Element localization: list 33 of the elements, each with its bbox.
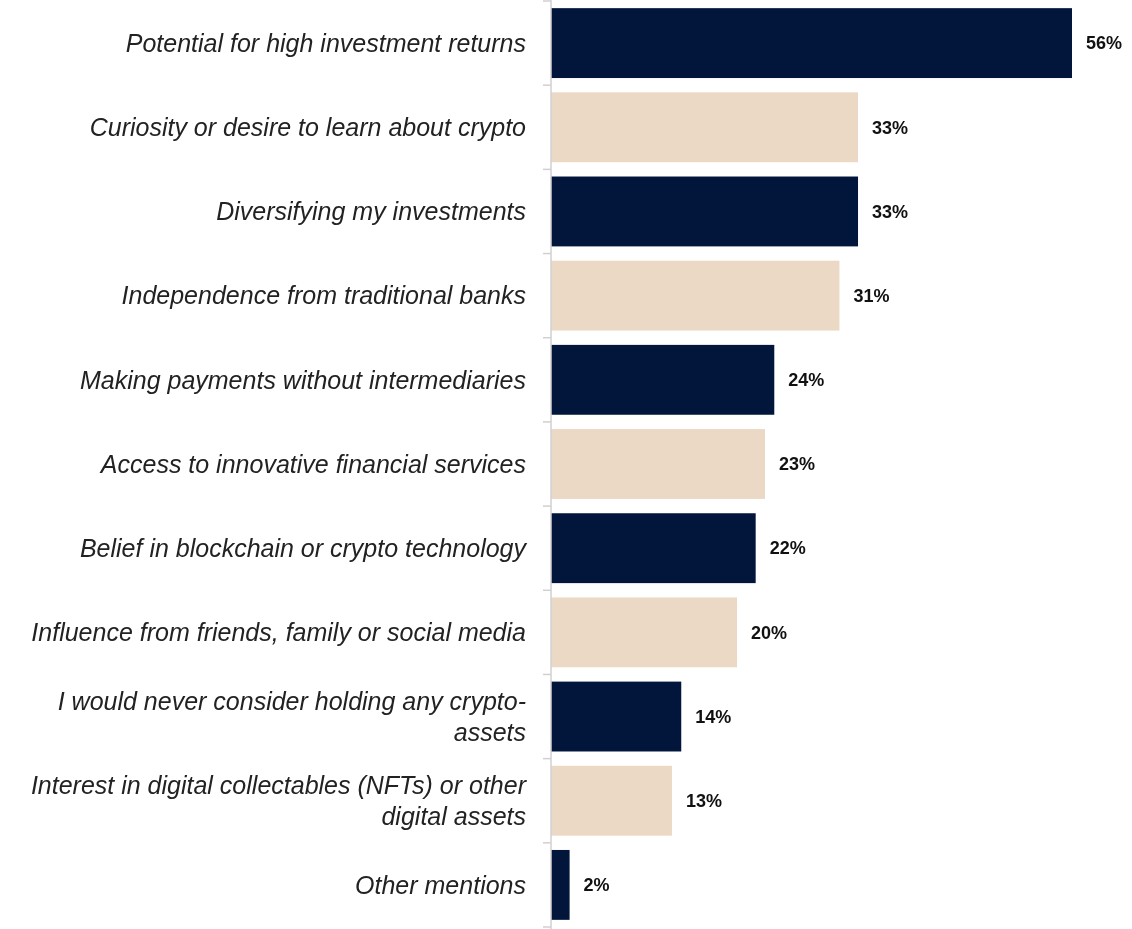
data-label: 33% — [872, 201, 909, 222]
bar — [551, 681, 682, 752]
bar — [551, 765, 672, 836]
data-label: 13% — [685, 791, 722, 812]
bar — [551, 849, 570, 920]
y-tick-label: Interest in digital collectables (NFTs) or other digital assets — [30, 770, 528, 830]
data-label: 31% — [853, 285, 890, 306]
y-tick-label: Curiosity or desire to learn about crypto — [89, 113, 527, 142]
bar — [551, 513, 756, 584]
data-label: 2% — [583, 875, 610, 896]
data-label: 22% — [769, 538, 806, 559]
bar — [551, 344, 775, 415]
data-label: 20% — [751, 622, 788, 643]
bar — [551, 429, 765, 499]
y-tick-label: Influence from friends, family or social media — [31, 618, 527, 647]
y-tick-label: Independence from traditional banks — [121, 281, 526, 310]
data-label: 33% — [872, 117, 909, 138]
bar — [551, 8, 1072, 79]
data-label: 14% — [695, 706, 732, 727]
bar — [551, 260, 840, 331]
bar — [551, 597, 738, 668]
y-tick-label: Making payments without intermediaries — [79, 365, 526, 394]
bar — [551, 176, 859, 247]
data-label: 24% — [788, 370, 825, 391]
bar — [551, 92, 859, 163]
y-tick-label: Other mentions — [355, 870, 526, 899]
data-label: 56% — [1086, 33, 1123, 54]
data-label: 23% — [778, 454, 816, 475]
y-tick-label: Belief in blockchain or crypto technology — [79, 533, 528, 562]
y-tick-label: I would never consider holding any crypto-assets — [57, 686, 526, 746]
y-tick-label: Potential for high investment returns — [125, 28, 526, 57]
y-tick-label: Access to innovative financial services — [98, 449, 526, 478]
y-tick-label: Diversifying my investments — [216, 197, 526, 226]
